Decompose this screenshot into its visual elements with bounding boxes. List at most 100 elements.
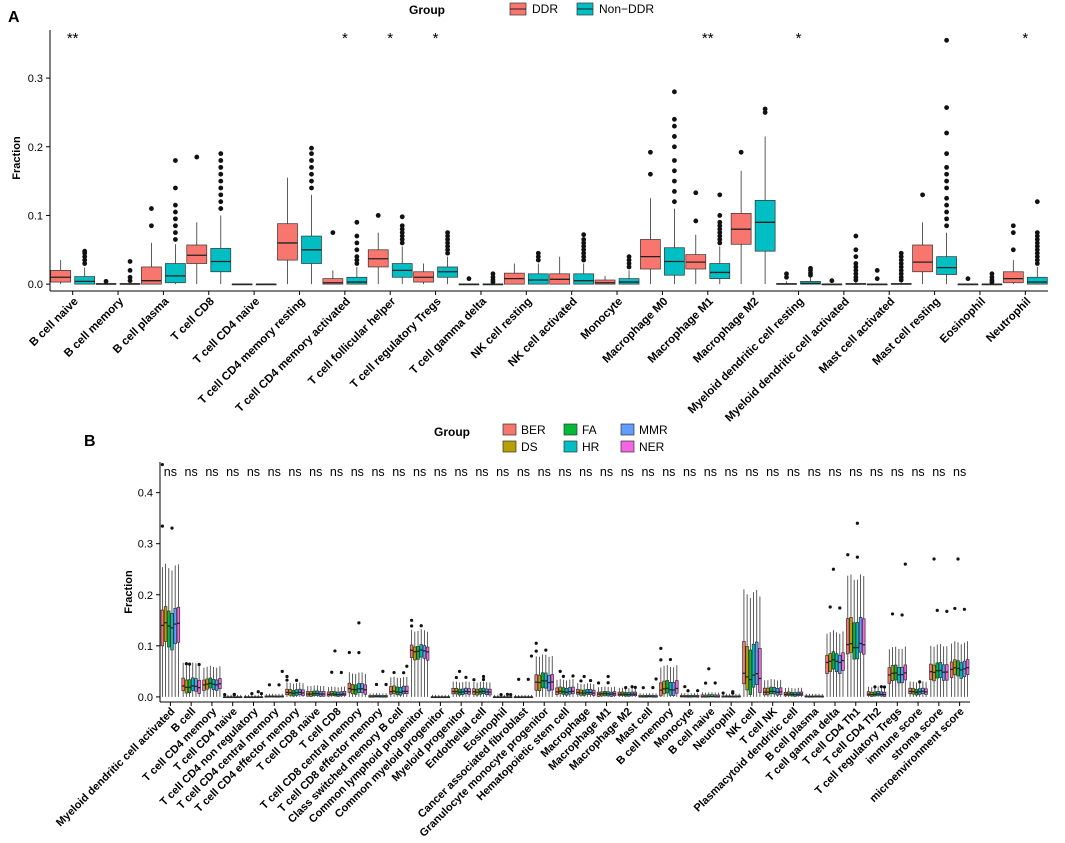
b-sig-33: ns — [849, 465, 862, 479]
b-box-33-BER-box — [846, 618, 850, 655]
b-sig-20: ns — [579, 465, 592, 479]
b-box-8-MMR-outlier-0 — [339, 670, 343, 675]
a-box-13-DDR-box — [640, 239, 661, 270]
a-box-2-NonDDR-outlier-0 — [173, 237, 178, 242]
a-box-14-NonDDR-box — [709, 263, 731, 279]
b-box-27-HR-outlier-1 — [731, 691, 735, 695]
b-sig-13: ns — [434, 465, 447, 479]
a-box-19-NonDDR-outlier-7 — [944, 171, 949, 177]
b-box-8-NER-box — [342, 691, 347, 696]
a-box-3-NonDDR-outlier-2 — [218, 192, 224, 198]
a-box-6-DDR-box — [322, 278, 344, 285]
a-box-19-DDR-box — [912, 244, 933, 273]
a-box-17-NonDDR-outlier-6 — [853, 254, 859, 260]
b-box-12-BER-outlier-1 — [410, 624, 414, 628]
a-legend-label-0: DDR — [532, 2, 558, 16]
b-sig-21: ns — [600, 465, 613, 479]
b-box-10-MMR-outlier-0 — [381, 669, 385, 673]
b-sig-9: ns — [351, 465, 364, 479]
b-box-8-DS-box — [330, 691, 334, 696]
b-box-34-NER-outlier-0 — [882, 685, 887, 689]
a-box-14-NonDDR-outlier-4 — [717, 226, 723, 232]
b-sig-30: ns — [787, 465, 800, 479]
a-xtick-label-7: T cell follicular helper — [306, 295, 398, 387]
b-legend-label-DS: DS — [521, 440, 538, 454]
a-box-0-NonDDR-outlier-4 — [82, 248, 88, 254]
a-box-21-NonDDR-outlier-7 — [1034, 237, 1040, 242]
b-sig-3: ns — [226, 465, 239, 479]
b-box-32-FA-outlier-0 — [831, 567, 836, 571]
a-box-2-NonDDR-outlier-3 — [173, 216, 178, 222]
a-box-2-DDR-outlier-1 — [149, 206, 154, 211]
b-sig-28: ns — [745, 465, 758, 479]
a-box-18-DDR-outlier-1 — [874, 267, 880, 273]
b-box-25-FA-outlier-0 — [686, 689, 690, 693]
a-box-2-NonDDR-outlier-6 — [173, 185, 178, 191]
b-box-4-MMR-outlier-0 — [256, 690, 260, 694]
b-box-12-NER-box — [425, 646, 430, 661]
panel-a-label: A — [8, 9, 20, 26]
b-box-32-NER-box — [841, 652, 845, 671]
a-box-18-NonDDR-outlier-4 — [898, 264, 904, 270]
b-sig-0: ns — [164, 465, 177, 479]
a-box-9-NonDDR-outlier-3 — [490, 271, 496, 277]
b-box-9-HR-outlier-1 — [357, 651, 361, 655]
b-box-19-FA-outlier-0 — [561, 674, 566, 678]
a-box-2-NonDDR-outlier-2 — [173, 223, 178, 229]
a-box-3-NonDDR-outlier-6 — [218, 164, 224, 170]
b-box-21-BER-outlier-0 — [596, 681, 601, 685]
a-box-13-NonDDR-outlier-8 — [672, 116, 677, 122]
b-box-6-BER-outlier-1 — [285, 678, 289, 682]
b-box-32-MMR-box — [838, 654, 842, 674]
b-box-18-HR-outlier-0 — [544, 648, 548, 652]
a-box-20-NonDDR-outlier-3 — [989, 271, 995, 277]
b-sig-17: ns — [517, 465, 530, 479]
panel-a-legend: Group DDR Non−DDR — [409, 2, 654, 17]
b-legend-label-MMR: MMR — [639, 423, 668, 437]
a-ytick-label-3: 0.3 — [28, 73, 43, 85]
a-box-7-NonDDR-outlier-1 — [399, 237, 405, 242]
a-box-7-NonDDR-outlier-2 — [399, 233, 405, 239]
a-box-7-NonDDR-outlier-6 — [399, 214, 405, 220]
b-box-32-MMR-outlier-0 — [838, 606, 842, 610]
b-box-10-FA-outlier-0 — [374, 682, 379, 687]
a-box-21-NonDDR-outlier-2 — [1034, 254, 1040, 260]
a-box-5-NonDDR-outlier-6 — [309, 145, 314, 151]
b-ytick-label-4: 0.4 — [138, 488, 153, 500]
a-box-19-NonDDR-outlier-5 — [944, 185, 949, 191]
a-box-17-NonDDR-outlier-1 — [853, 274, 859, 280]
b-sig-35: ns — [891, 465, 904, 479]
a-legend-label-1: Non−DDR — [599, 2, 654, 16]
b-box-11-DS-outlier-0 — [392, 670, 396, 675]
b-sig-23: ns — [641, 465, 654, 479]
a-box-17-NonDDR-outlier-8 — [853, 233, 859, 239]
b-box-24-BER-box — [659, 682, 663, 697]
a-box-7-NonDDR-outlier-3 — [399, 230, 405, 236]
b-box-15-BER-outlier-0 — [472, 678, 476, 682]
b-box-21-HR-outlier-1 — [606, 681, 610, 685]
a-box-14-NonDDR-outlier-0 — [717, 240, 723, 246]
b-box-11-HR-box — [398, 686, 403, 696]
b-box-27-BER-outlier-0 — [721, 691, 725, 695]
a-box-3-NonDDR-box — [210, 248, 232, 273]
b-legend-key-DS — [502, 440, 517, 453]
a-box-13-NonDDR-outlier-0 — [672, 199, 677, 205]
a-box-3-NonDDR-outlier-0 — [218, 206, 224, 211]
a-box-19-NonDDR-outlier-0 — [944, 223, 949, 229]
a-box-8-NonDDR-outlier-1 — [445, 247, 450, 253]
a-box-17-NonDDR-outlier-5 — [853, 261, 859, 266]
a-box-11-NonDDR-outlier-1 — [581, 254, 587, 260]
b-legend-label-FA: FA — [582, 423, 597, 437]
b-box-17-MMR-outlier-0 — [526, 677, 530, 681]
a-box-21-DDR-outlier-2 — [1010, 223, 1016, 229]
b-box-18-BER-outlier-1 — [534, 649, 538, 653]
b-box-28-NER-box — [758, 648, 762, 693]
a-box-18-NonDDR-outlier-2 — [898, 271, 904, 277]
b-box-22-NER-outlier-0 — [633, 685, 637, 689]
b-box-29-FA-box — [769, 686, 773, 694]
panel-a-plot: 0.00.10.20.3B cell naive**B cell memoryB… — [28, 30, 1048, 424]
a-box-3-DDR-box — [186, 244, 208, 264]
a-box-10-NonDDR-outlier-2 — [535, 250, 541, 256]
b-box-35-DS-outlier-0 — [890, 612, 895, 616]
